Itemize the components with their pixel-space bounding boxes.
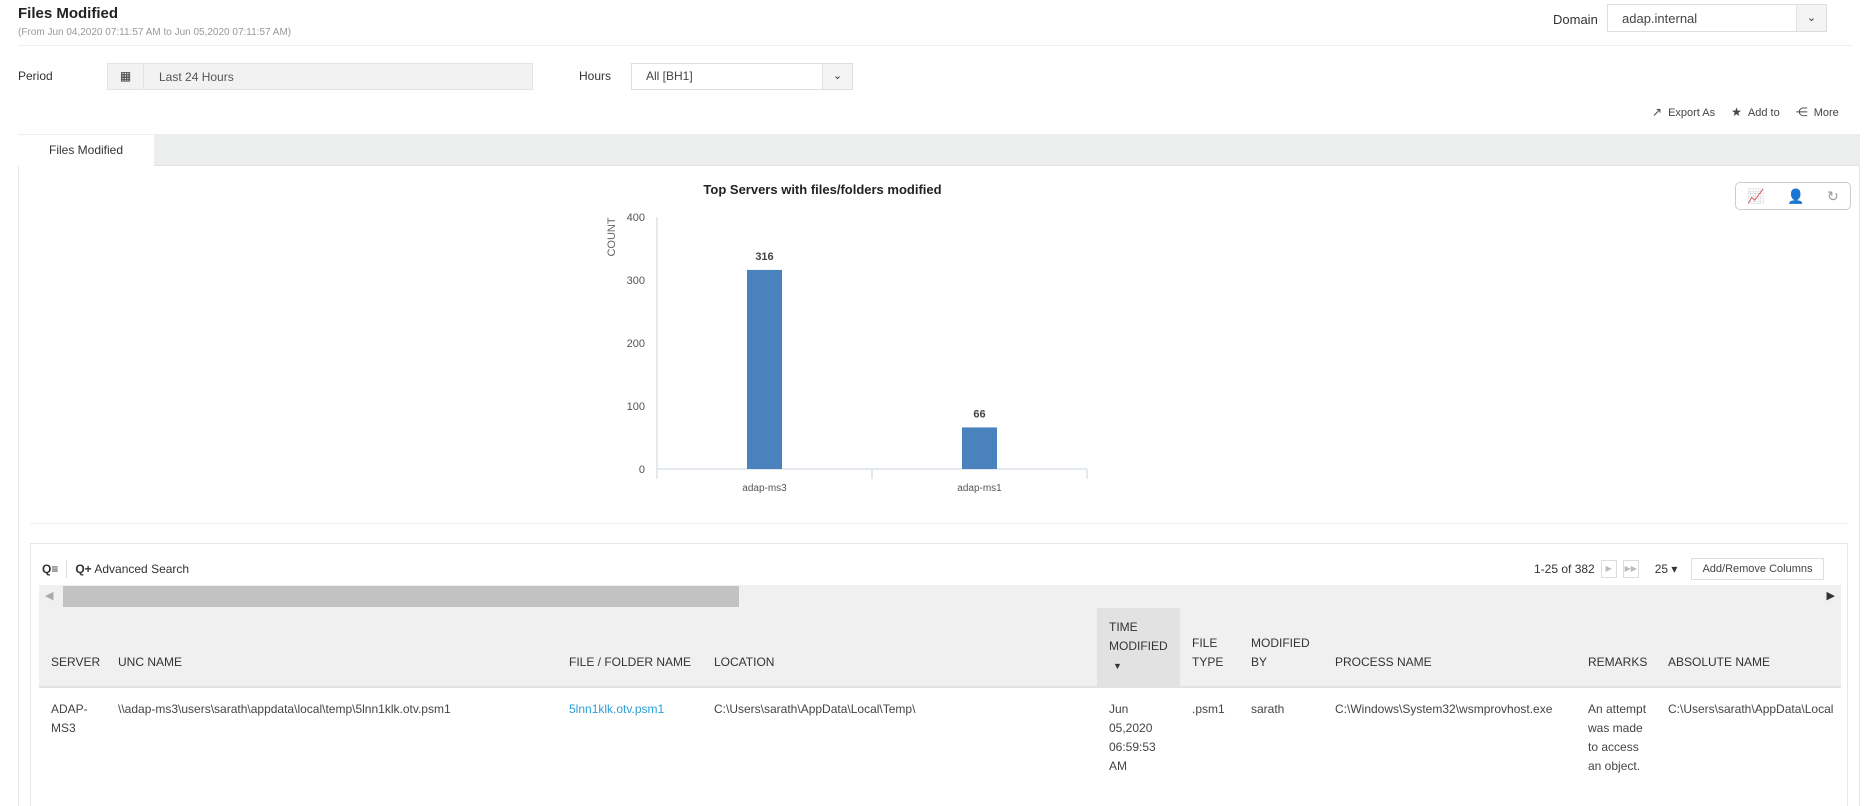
sorted-column-bg (1097, 608, 1180, 686)
sort-desc-icon: ▼ (1113, 661, 1122, 671)
star-icon: ★ (1731, 105, 1742, 119)
y-tick-label: 300 (627, 275, 645, 287)
x-tick-label: adap-ms3 (742, 483, 787, 494)
cell-time: Jun 05,2020 06:59:53 AM (1109, 702, 1156, 773)
more-icon: ⋲ (1795, 105, 1808, 119)
tab-bar: Files Modified (18, 134, 1860, 166)
page-size-value: 25 (1654, 562, 1669, 576)
data-label: 66 (973, 408, 985, 420)
chevron-down-icon[interactable]: ⌄ (1796, 5, 1826, 31)
domain-label: Domain (1553, 12, 1598, 27)
chart-toolbar: 📈 👤 ↻ (1735, 182, 1851, 210)
cell-process: C:\Windows\System32\wsmprovhost.exe (1335, 702, 1553, 716)
next-page-button[interactable]: ▶ (1600, 560, 1617, 578)
divider (18, 45, 1853, 46)
pagination: 1-25 of 382 ▶ ▶▶ 25 ▾ Add/Remove Columns (1534, 558, 1824, 580)
col-time-modified-label: TIME MODIFIED (1109, 620, 1168, 653)
bar-adap-ms1 (962, 427, 997, 469)
search-icon[interactable]: Q≡ (42, 562, 59, 576)
cell-absolute: C:\Users\sarath\AppData\Local (1668, 702, 1834, 716)
more-label: More (1813, 107, 1839, 119)
y-axis-title: COUNT (606, 217, 618, 256)
report-grid (30, 543, 1848, 806)
more-button[interactable]: ⋲ More (1796, 105, 1839, 119)
col-file-name[interactable]: FILE / FOLDER NAME (569, 655, 692, 669)
page-info: 1-25 of 382 (1534, 562, 1595, 576)
separator (66, 560, 68, 578)
refresh-chart-icon[interactable]: ↻ (1827, 187, 1839, 204)
cell-server: ADAP-MS3 (51, 702, 88, 735)
period-label: Period (18, 69, 53, 83)
table-header: SERVER UNC NAME FILE / FOLDER NAME LOCAT… (39, 608, 1841, 688)
cell-remarks: An attempt was made to access an object. (1588, 702, 1647, 773)
add-to-button[interactable]: ★ Add to (1731, 105, 1780, 119)
cell-unc: \\adap-ms3\users\sarath\appdata\local\te… (118, 702, 451, 716)
chevron-down-icon[interactable]: ⌄ (822, 64, 852, 89)
content-panel (18, 166, 1860, 806)
scroll-right-icon[interactable]: ▶ (1826, 590, 1835, 602)
col-server[interactable]: SERVER (51, 655, 101, 669)
col-unc-name[interactable]: UNC NAME (118, 655, 183, 669)
cell-type: .psm1 (1192, 702, 1225, 716)
chart-title: Top Servers with files/folders modified (703, 182, 942, 197)
col-absolute-name[interactable]: ABSOLUTE NAME (1668, 655, 1771, 669)
data-label: 316 (755, 251, 773, 263)
last-page-button[interactable]: ▶▶ (1622, 560, 1639, 578)
scroll-left-icon[interactable]: ◀ (45, 590, 54, 602)
col-file-type[interactable]: FILE TYPE (1192, 636, 1224, 669)
y-tick-label: 400 (627, 212, 645, 224)
col-remarks[interactable]: REMARKS (1588, 655, 1648, 669)
col-modified-by[interactable]: MODIFIED BY (1251, 636, 1310, 669)
advanced-search-button[interactable]: Q+ Advanced Search (75, 562, 189, 576)
hours-value: All [BH1] (646, 69, 693, 83)
col-time-modified[interactable]: TIME MODIFIED ▼ (1109, 618, 1169, 676)
add-remove-columns-button[interactable]: Add/Remove Columns (1691, 558, 1824, 580)
advanced-search-icon: Q+ (75, 562, 92, 576)
tab-files-modified[interactable]: Files Modified (18, 135, 154, 166)
domain-value: adap.internal (1622, 11, 1698, 26)
bar-chart: 0 100 200 300 400 COUNT 316 adap-ms3 66 adap-ms1 (606, 212, 1088, 494)
page-title: Files Modified (18, 5, 119, 22)
user-icon[interactable]: 👤 (1787, 187, 1805, 204)
divider (30, 523, 1848, 524)
bar-adap-ms3 (747, 269, 782, 469)
x-tick-label: adap-ms1 (957, 483, 1002, 494)
export-button[interactable]: ↗ Export As (1652, 105, 1715, 119)
col-location[interactable]: LOCATION (714, 655, 775, 669)
scrollbar-thumb[interactable] (63, 586, 739, 607)
hours-select[interactable]: All [BH1] ⌄ (631, 63, 853, 90)
cell-location: C:\Users\sarath\AppData\Local\Temp\ (714, 702, 916, 716)
period-picker[interactable]: ▦ Last 24 Hours (107, 63, 533, 90)
date-range: (From Jun 04,2020 07:11:57 AM to Jun 05,… (18, 27, 292, 38)
col-process-name[interactable]: PROCESS NAME (1335, 655, 1432, 669)
grid-toolbar: Q≡ Q+ Advanced Search (42, 560, 189, 578)
advanced-search-label: Advanced Search (94, 562, 190, 576)
export-label: Export As (1668, 107, 1716, 119)
period-value: Last 24 Hours (159, 70, 234, 84)
cell-file-link[interactable]: 5lnn1klk.otv.psm1 (569, 702, 665, 716)
y-tick-label: 100 (627, 401, 645, 413)
export-icon: ↗ (1652, 105, 1663, 119)
cell-modified-by: sarath (1251, 702, 1285, 716)
report-actions: ↗ Export As ★ Add to ⋲ More (1652, 105, 1839, 119)
horizontal-scrollbar[interactable]: ◀ ▶ (39, 585, 1841, 608)
calendar-icon[interactable]: ▦ (108, 64, 144, 89)
add-chart-icon[interactable]: 📈 (1747, 187, 1765, 204)
add-to-label: Add to (1747, 107, 1780, 119)
hours-label: Hours (579, 69, 612, 83)
y-tick-label: 0 (639, 464, 645, 476)
page-size-select[interactable]: 25 ▾ (1654, 562, 1678, 576)
domain-select[interactable]: adap.internal ⌄ (1607, 4, 1827, 32)
y-tick-label: 200 (627, 338, 645, 350)
